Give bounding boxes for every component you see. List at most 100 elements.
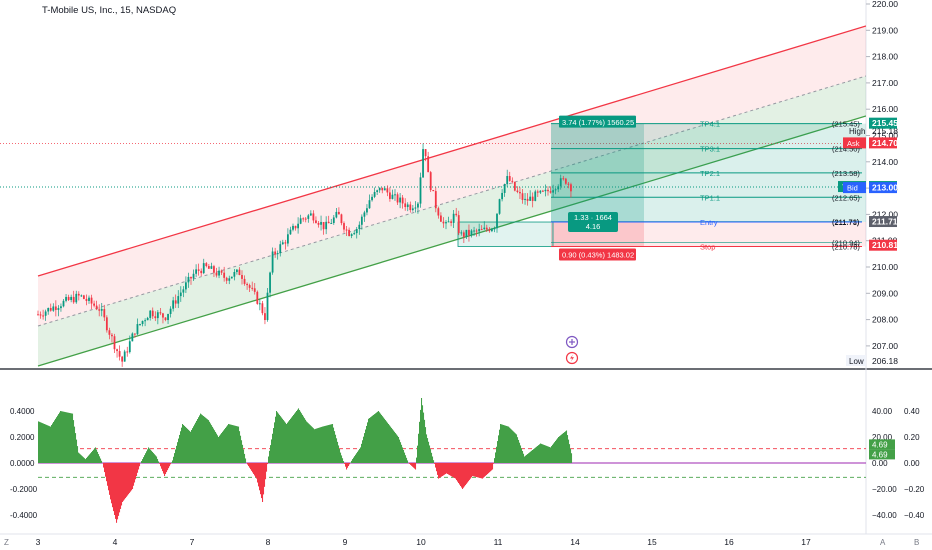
candle-body <box>503 184 506 193</box>
osc-bar <box>220 434 222 463</box>
candle-body <box>506 176 509 185</box>
time-axis[interactable]: 3 4 7 8 9 10 11 14 15 16 17 <box>36 537 811 547</box>
osc-bar <box>381 414 383 463</box>
osc-bar <box>39 421 41 463</box>
symbol-title[interactable]: T-Mobile US, Inc., 15, NASDAQ <box>42 5 177 16</box>
candle-body <box>350 234 353 237</box>
candle-body <box>172 300 175 309</box>
candle <box>498 198 501 215</box>
osc-bar <box>533 449 535 463</box>
candle <box>470 229 473 238</box>
osc-bar <box>544 445 546 463</box>
candle-body <box>462 232 465 237</box>
candle-body <box>108 330 111 335</box>
alert-lightning-icon[interactable] <box>565 351 579 365</box>
candle-body <box>72 296 75 303</box>
osc-bar <box>276 411 278 463</box>
price-badge-bg <box>869 137 897 149</box>
oscillator-pane[interactable]: 0.4000 0.2000 0.0000 -0.2000 -0.4000 40.00 20.… <box>10 398 925 523</box>
candle <box>557 184 560 193</box>
osc-bar <box>489 463 491 473</box>
plus-icon[interactable] <box>565 335 579 349</box>
candle <box>185 276 187 293</box>
osc-bar <box>470 463 472 479</box>
price-badge[interactable]: 211.71 <box>869 216 898 228</box>
candle <box>274 247 277 258</box>
osc-bar <box>525 455 527 463</box>
price-badge[interactable]: Bid 213.00 <box>843 182 898 194</box>
candle <box>304 217 307 223</box>
candle <box>358 221 361 235</box>
osc-bar <box>346 463 348 470</box>
osc-bar <box>528 453 530 463</box>
price-badge[interactable]: 210.81 <box>869 239 898 251</box>
osc-bar <box>99 456 101 463</box>
candle-body <box>353 233 356 235</box>
candle <box>105 315 108 333</box>
price-badge-value: 215.45 <box>872 118 898 128</box>
candle-body <box>169 308 172 314</box>
candle-body <box>136 324 139 335</box>
price-badge[interactable]: 215.45 <box>869 117 898 129</box>
candle-body <box>498 199 501 214</box>
price-badge[interactable]: Ask 214.70 <box>843 137 898 149</box>
osc-bar <box>521 448 523 463</box>
osc-bar <box>86 457 88 463</box>
osc-bar <box>425 427 427 463</box>
osc-bar <box>354 456 356 463</box>
channel-upper-line[interactable] <box>37 25 866 277</box>
candle <box>192 269 195 281</box>
candle <box>210 262 213 270</box>
osc-bar <box>264 463 266 487</box>
osc-bar <box>302 414 304 463</box>
long-position-tool[interactable]: TP4:1 (215.45) TP3:1 (214.50) TP2:1 (213.58) T… <box>457 115 866 261</box>
candle <box>345 226 348 237</box>
osc-bar <box>91 452 93 463</box>
osc-bar <box>540 443 542 463</box>
osc-bar <box>366 425 368 463</box>
candle <box>144 318 146 327</box>
osc-bar <box>232 425 234 463</box>
candle <box>366 204 368 216</box>
candle-body <box>49 308 52 311</box>
osc-bar <box>147 449 149 463</box>
candle-body <box>325 221 328 230</box>
time-tick-label: 4 <box>113 537 118 547</box>
candle-body <box>95 305 98 310</box>
candle <box>389 187 391 202</box>
candle <box>325 216 328 235</box>
candle-body <box>213 266 215 273</box>
candlestick-series[interactable] <box>37 143 572 367</box>
price-axis[interactable]: 220.00219.00218.00217.00216.00215.00214.… <box>838 0 898 366</box>
channel-mid-line[interactable] <box>37 75 866 327</box>
time-tick-label: 3 <box>36 537 41 547</box>
osc-bar <box>45 424 47 463</box>
osc-bar <box>517 437 519 463</box>
candle-body <box>98 309 101 311</box>
osc-bar <box>334 431 336 463</box>
candle-body <box>399 197 401 203</box>
osc-bar <box>138 463 140 470</box>
osc-bar <box>436 463 438 472</box>
zoom-corner-left[interactable]: Z <box>4 538 9 547</box>
candle-body <box>332 217 335 223</box>
candle <box>281 239 284 245</box>
osc-bar <box>323 426 325 463</box>
candle-body <box>83 295 85 299</box>
osc-bar <box>83 457 85 463</box>
osc-bar <box>248 463 250 467</box>
candle-body <box>238 269 241 276</box>
osc-bar <box>493 463 495 464</box>
candle <box>88 295 90 304</box>
candle-body <box>60 306 62 309</box>
log-scale-toggle[interactable]: B <box>914 538 920 547</box>
entry-range-box[interactable] <box>457 221 554 247</box>
osc-bar <box>268 456 270 463</box>
candle <box>554 187 557 195</box>
candle-body <box>554 189 557 191</box>
auto-scale-toggle[interactable]: A <box>880 538 886 547</box>
candle-body <box>100 309 103 311</box>
channel-lower-line[interactable] <box>37 115 866 367</box>
candle <box>496 213 498 233</box>
